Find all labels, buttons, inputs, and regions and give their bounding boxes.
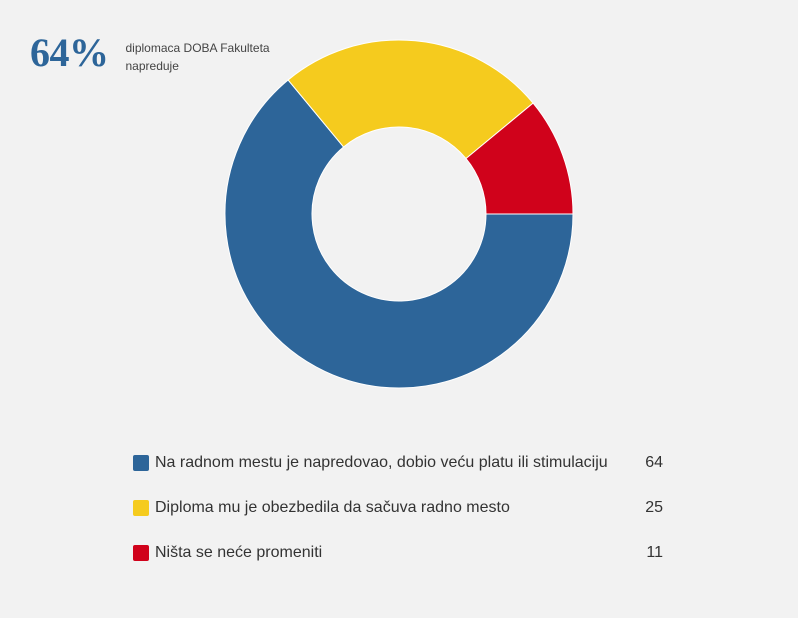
donut-slice-3[interactable] — [465, 102, 574, 215]
legend-value: 64 — [645, 453, 663, 471]
legend-swatch — [133, 544, 149, 561]
donut-chart — [224, 39, 574, 389]
headline-percent: 64% — [30, 30, 109, 75]
legend-swatch — [133, 499, 149, 516]
legend-item[interactable]: Diploma mu je obezbedila da sačuva radno… — [133, 485, 663, 530]
headline: 64% diplomaca DOBA Fakulteta napreduje — [30, 30, 296, 76]
headline-text: diplomaca DOBA Fakulteta napreduje — [125, 41, 270, 73]
legend-label: Diploma mu je obezbedila da sačuva radno… — [155, 498, 510, 516]
legend-swatch — [133, 454, 149, 471]
legend-item[interactable]: Ništa se neće promeniti 11 — [133, 530, 663, 575]
donut-slice-1[interactable] — [224, 79, 574, 389]
donut-slice-2[interactable] — [287, 39, 534, 160]
donut-slices — [224, 39, 574, 389]
legend-item[interactable]: Na radnom mestu je napredovao, dobio već… — [133, 440, 663, 485]
legend-label: Na radnom mestu je napredovao, dobio već… — [155, 453, 608, 471]
legend-label: Ništa se neće promeniti — [155, 543, 323, 561]
legend-value: 11 — [646, 543, 663, 561]
legend-value: 25 — [645, 498, 663, 516]
chart-legend: Na radnom mestu je napredovao, dobio već… — [133, 440, 663, 575]
